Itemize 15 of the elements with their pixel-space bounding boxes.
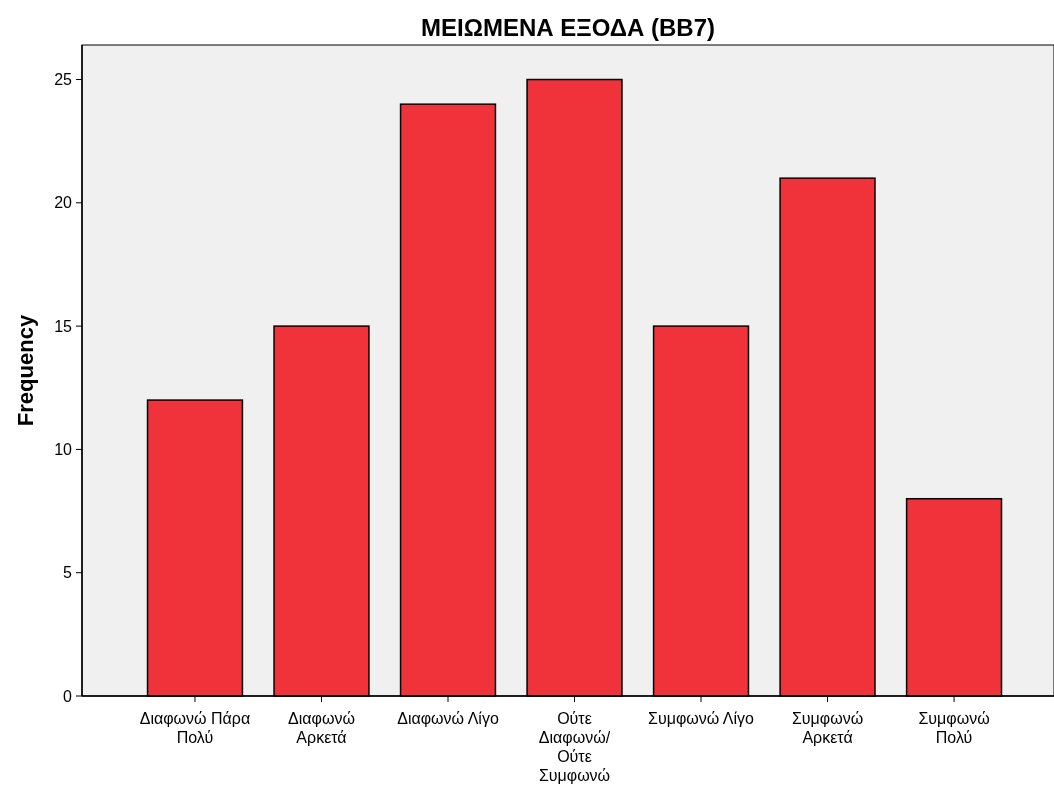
y-tick-label: 10: [54, 441, 73, 459]
x-tick-label: Διαφωνώ Αρκετά: [288, 710, 355, 746]
x-tick-label: Συμφωνώ Λίγο: [648, 710, 755, 727]
x-tick-label: Συμφωνώ Αρκετά: [791, 710, 864, 746]
x-tick-label: Συμφωνώ Πολύ: [918, 710, 990, 746]
chart-title: ΜΕΙΩΜΕΝΑ ΕΞΟΔΑ (BB7): [421, 14, 715, 41]
y-axis-title: Frequency: [13, 314, 38, 427]
x-tick-label: Διαφωνώ Πάρα Πολύ: [139, 710, 251, 746]
y-tick-label: 5: [63, 564, 73, 582]
y-tick-label: 15: [54, 317, 73, 335]
y-tick-label: 20: [54, 194, 73, 212]
x-tick-label: Διαφωνώ Λίγο: [397, 710, 499, 727]
x-tick-label: Ούτε Διαφωνώ/ Ούτε Συμφωνώ: [538, 710, 611, 784]
y-tick-label: 0: [63, 687, 73, 705]
y-tick-label: 25: [54, 71, 73, 89]
